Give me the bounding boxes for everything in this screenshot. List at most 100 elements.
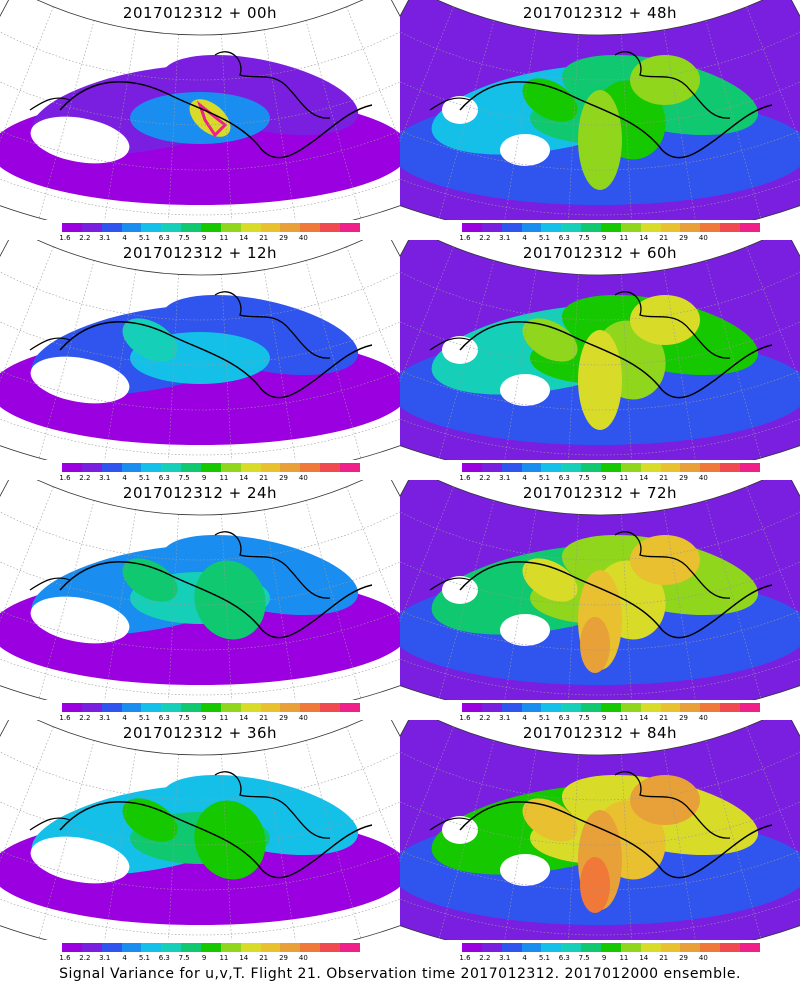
- coastline: [459, 321, 773, 399]
- longitude-line: [438, 500, 495, 699]
- colorbar-tick-label: 9: [601, 714, 607, 722]
- colorbar-swatch: [81, 943, 102, 952]
- colorbar-tick-label: 7.5: [178, 234, 190, 242]
- colorbar-swatch: [462, 943, 482, 952]
- colorbar-tick-label: 14: [239, 234, 249, 242]
- map-plot: [400, 480, 800, 700]
- colorbar-swatch: [161, 223, 182, 232]
- longitude-line: [102, 269, 137, 460]
- field-region: [122, 798, 178, 842]
- colorbar-swatch: [660, 223, 681, 232]
- longitude-line: [567, 34, 579, 220]
- coastline: [459, 801, 773, 879]
- colorbar-swatch: [121, 703, 142, 712]
- colorbar-tick-label: 7.5: [178, 474, 190, 482]
- colorbar-swatch: [720, 943, 741, 952]
- longitude-line: [663, 749, 698, 940]
- colorbar-swatch: [640, 703, 661, 712]
- latitude-line: [400, 827, 800, 891]
- longitude-line: [0, 486, 54, 678]
- longitude-line: [305, 260, 362, 459]
- latitude-line: [400, 787, 800, 846]
- colorbar-swatch: [280, 223, 301, 232]
- colorbar-tick-label: 3.1: [499, 714, 511, 722]
- colorbar-swatch: [220, 223, 241, 232]
- colorbar-swatch: [640, 463, 661, 472]
- longitude-line: [400, 726, 454, 918]
- missing-data-patch: [500, 134, 550, 166]
- colorbar-swatch: [101, 223, 122, 232]
- colorbar-tick-label: 7.5: [578, 954, 590, 962]
- colorbar-tick-label: 1.6: [59, 714, 71, 722]
- colorbar-swatch: [240, 943, 261, 952]
- longitude-line: [502, 269, 537, 460]
- colorbar-tick-label: 7.5: [578, 474, 590, 482]
- longitude-line: [621, 754, 633, 940]
- colorbar-tick-label: 2.2: [479, 234, 491, 242]
- colorbar-swatch: [260, 463, 281, 472]
- missing-data-patch: [30, 116, 130, 164]
- field-region: [522, 798, 578, 842]
- field-region: [580, 617, 610, 673]
- colorbar-tick-label: 7.5: [578, 714, 590, 722]
- colorbar-swatch: [340, 223, 360, 232]
- colorbar-tick-label: 11: [219, 954, 229, 962]
- colorbar-swatch: [481, 463, 502, 472]
- latitude-line: [0, 387, 400, 456]
- colorbar-tick-label: 9: [201, 474, 207, 482]
- map-plot: [400, 240, 800, 460]
- field-region: [522, 78, 578, 122]
- coastline: [614, 291, 731, 359]
- map-plot: [0, 0, 400, 220]
- colorbar-swatch: [201, 463, 221, 472]
- colorbar-swatch: [680, 943, 701, 952]
- colorbar-swatch: [620, 223, 641, 232]
- colorbar-tick-label: 9: [601, 954, 607, 962]
- colorbar-swatch: [462, 223, 482, 232]
- colorbar-tick-label: 1.6: [59, 474, 71, 482]
- colorbar-tick-label: 9: [201, 234, 207, 242]
- longitude-line: [502, 509, 537, 700]
- field-region: [630, 775, 700, 825]
- colorbar-swatch: [62, 943, 82, 952]
- longitude-line: [567, 754, 579, 940]
- colorbar-swatch: [501, 463, 522, 472]
- colorbar-tick-label: 1.6: [59, 954, 71, 962]
- colorbar-swatch: [121, 463, 142, 472]
- colorbar-swatch: [521, 223, 542, 232]
- colorbar-tick-label: 14: [239, 474, 249, 482]
- longitude-line: [167, 754, 179, 940]
- coastline: [614, 531, 731, 599]
- coastline: [429, 817, 471, 831]
- map-plot: [0, 720, 400, 940]
- longitude-line: [0, 726, 54, 918]
- colorbar-swatch: [320, 463, 341, 472]
- latitude-line: [400, 587, 800, 651]
- colorbar-swatch: [501, 223, 522, 232]
- colorbar-tick-label: 3.1: [99, 714, 111, 722]
- colorbar-swatch: [240, 223, 261, 232]
- domain-outline: [400, 480, 800, 700]
- longitude-line: [346, 486, 400, 678]
- longitude-line: [167, 34, 179, 220]
- coastline: [59, 561, 373, 639]
- colorbar-swatch: [541, 463, 562, 472]
- colorbar-ticks: 1.6 2.2 3.1 4 5.1 6.3 7.5 9 11 14 21 29 40: [459, 954, 760, 964]
- longitude-line: [102, 509, 137, 700]
- map-plot: [400, 0, 800, 220]
- panel-title: 2017012312 + 72h: [522, 484, 678, 502]
- longitude-line: [38, 500, 95, 699]
- latitude-line: [400, 867, 800, 936]
- longitude-line: [400, 6, 454, 198]
- colorbar-tick-label: 3.1: [99, 234, 111, 242]
- figure-caption: Signal Variance for u,v,T. Flight 21. Ob…: [59, 966, 741, 982]
- coastline: [429, 97, 471, 111]
- colorbar-swatch: [81, 703, 102, 712]
- colorbar-swatch: [62, 223, 82, 232]
- longitude-line: [502, 29, 537, 220]
- field-region: [578, 90, 622, 190]
- colorbar-swatch: [660, 463, 681, 472]
- field-region: [522, 558, 578, 602]
- longitude-line: [263, 29, 298, 220]
- colorbar-ticks: 1.6 2.2 3.1 4 5.1 6.3 7.5 9 11 14 21 29 40: [59, 954, 360, 964]
